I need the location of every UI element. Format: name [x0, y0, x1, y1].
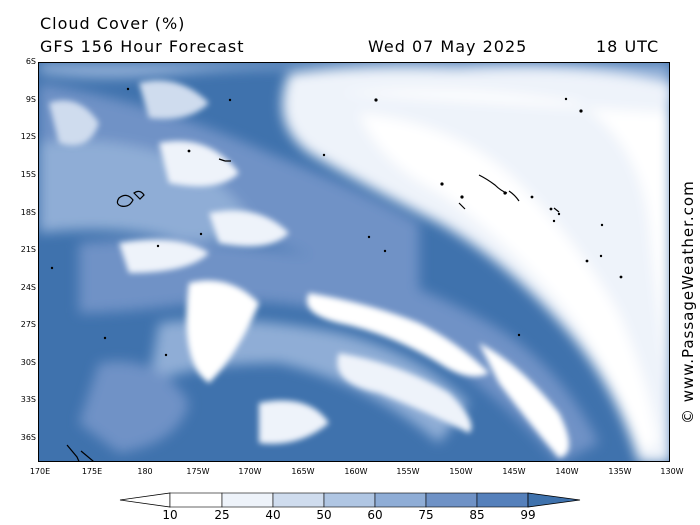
- lat-label-12s: 12S: [20, 132, 36, 141]
- lat-label-9s: 9S: [25, 95, 36, 104]
- lat-label-21s: 21S: [20, 245, 36, 254]
- lon-label-180: 180: [137, 467, 153, 476]
- lat-label-27s: 27S: [20, 320, 36, 329]
- legend-swatch: [169, 492, 223, 508]
- legend-swatch: [425, 492, 478, 508]
- legend-label: 50: [316, 508, 332, 522]
- lon-label-160w: 160W: [344, 467, 368, 476]
- lon-label-145w: 145W: [502, 467, 526, 476]
- legend-swatch: [323, 492, 376, 508]
- cloud-mass-northeast: [282, 66, 669, 461]
- legend-arrow-right: [527, 492, 581, 508]
- legend-swatch: [476, 492, 529, 508]
- cloud-cover-map[interactable]: [38, 62, 670, 462]
- legend-swatch: [221, 492, 274, 508]
- island-coastlines: [66, 158, 560, 461]
- lat-label-6s: 6S: [25, 57, 36, 66]
- lon-label-170e: 170E: [29, 467, 51, 476]
- lon-label-140w: 140W: [555, 467, 579, 476]
- lat-label-33s: 33S: [20, 395, 36, 404]
- lon-label-165w: 165W: [291, 467, 315, 476]
- site-watermark: © www.PassageWeather.com: [679, 180, 697, 424]
- lon-label-150w: 150W: [449, 467, 473, 476]
- map-title: Cloud Cover (%): [40, 14, 186, 33]
- lon-label-135w: 135W: [608, 467, 632, 476]
- cloud-streaks-south: [49, 80, 569, 458]
- lat-label-18s: 18S: [20, 208, 36, 217]
- island-dots: [50, 87, 623, 357]
- lat-label-15s: 15S: [20, 170, 36, 179]
- lon-label-155w: 155W: [396, 467, 420, 476]
- lat-label-30s: 30S: [20, 358, 36, 367]
- lon-label-130w: 130W: [660, 467, 684, 476]
- cloud-field: [39, 63, 669, 461]
- lon-label-175w: 175W: [186, 467, 210, 476]
- legend-label: 85: [469, 508, 485, 522]
- lat-label-24s: 24S: [20, 283, 36, 292]
- forecast-date: Wed 07 May 2025: [368, 37, 528, 56]
- legend-swatch: [374, 492, 427, 508]
- legend-label: 60: [367, 508, 383, 522]
- legend-label: 75: [418, 508, 434, 522]
- legend-label: 99: [520, 508, 536, 522]
- forecast-subtitle: GFS 156 Hour Forecast: [40, 37, 245, 56]
- legend-label: 25: [214, 508, 230, 522]
- color-legend: [119, 492, 581, 508]
- lat-label-36s: 36S: [20, 433, 36, 442]
- forecast-time: 18 UTC: [596, 37, 660, 56]
- lon-label-170w: 170W: [238, 467, 262, 476]
- legend-label: 10: [162, 508, 178, 522]
- legend-arrow-left: [119, 492, 171, 508]
- legend-label: 40: [265, 508, 281, 522]
- legend-swatch: [272, 492, 325, 508]
- lon-label-175e: 175E: [81, 467, 103, 476]
